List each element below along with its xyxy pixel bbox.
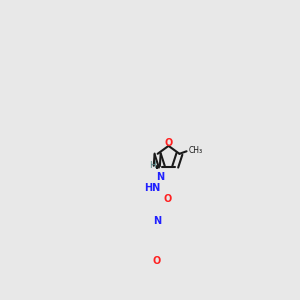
Text: N: N [153, 216, 161, 226]
Text: CH₃: CH₃ [189, 146, 203, 155]
Text: O: O [164, 138, 173, 148]
Text: N: N [156, 172, 164, 182]
Text: HN: HN [145, 183, 161, 193]
Text: H: H [149, 160, 156, 169]
Text: O: O [164, 194, 172, 204]
Text: O: O [153, 256, 161, 266]
